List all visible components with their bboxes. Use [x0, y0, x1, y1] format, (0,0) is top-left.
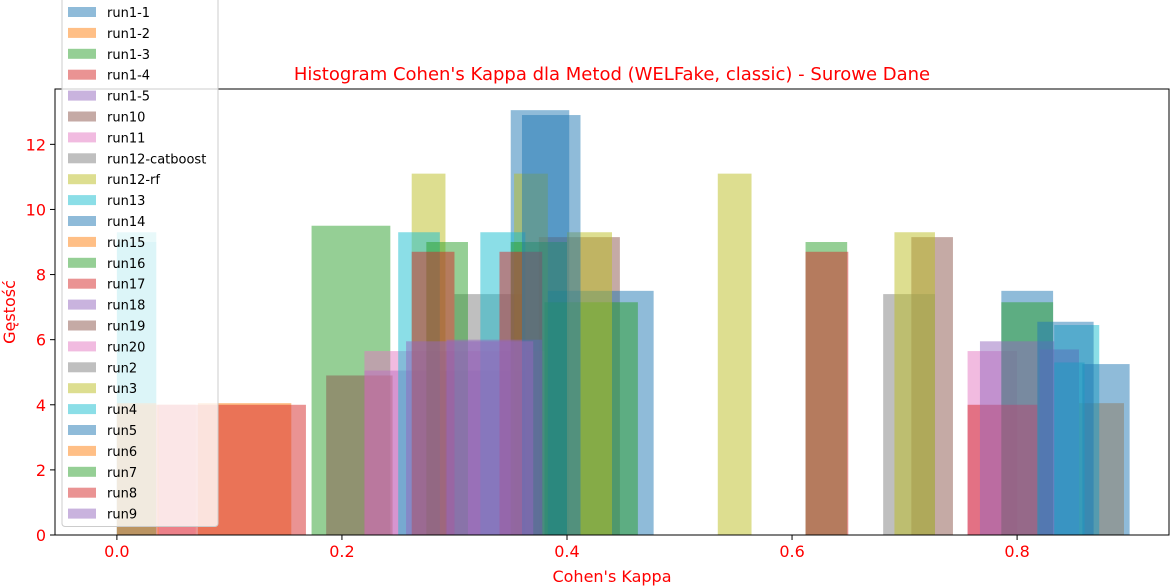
- legend-swatch-run5: [68, 425, 96, 435]
- legend-label-run13: run13: [107, 194, 145, 209]
- bar-run12-rf-3: [894, 232, 935, 535]
- y-axis-label: Gęstość: [0, 280, 19, 344]
- legend-label-run1-5: run1-5: [107, 90, 150, 105]
- legend-swatch-run18: [68, 299, 96, 310]
- legend-swatch-run12-catboost: [68, 153, 96, 164]
- legend-swatch-run16: [68, 257, 96, 268]
- legend-label-run9: run9: [107, 508, 137, 523]
- legend-label-run16: run16: [107, 257, 145, 272]
- legend-label-run10: run10: [107, 111, 145, 126]
- legend-label-run12-rf: run12-rf: [107, 173, 160, 188]
- legend-box: [61, 0, 219, 527]
- legend-label-run20: run20: [107, 340, 145, 355]
- legend-swatch-run11: [68, 132, 96, 143]
- legend-swatch-run4: [68, 404, 96, 415]
- axes-layer: 0.0 0.2 0.4 0.6 0.8 0 2 4 6 8 10 12: [26, 88, 1170, 561]
- legend-label-run4: run4: [107, 403, 137, 418]
- legend-swatch-run8: [68, 487, 96, 498]
- y-tick-label: 4: [36, 396, 46, 415]
- legend-label-run1-1: run1-1: [107, 6, 150, 21]
- y-tick-label: 6: [36, 331, 46, 350]
- legend-label-run18: run18: [107, 299, 145, 314]
- legend-swatch-run20: [68, 341, 96, 352]
- legend-swatch-run3: [68, 383, 96, 394]
- legend-label-run14: run14: [107, 215, 145, 230]
- legend-label-run15: run15: [107, 236, 145, 251]
- bar-run9-0: [406, 341, 534, 535]
- x-tick-label: 0.0: [104, 542, 129, 561]
- legend-label-run12-catboost: run12-catboost: [107, 152, 206, 167]
- bar-run12-rf-2: [717, 173, 752, 535]
- legend-label-run11: run11: [107, 131, 145, 146]
- bars-layer: [116, 110, 1130, 535]
- legend-swatch-run12-rf: [68, 174, 96, 185]
- legend-label-run17: run17: [107, 278, 145, 293]
- x-tick-label: 0.2: [329, 542, 354, 561]
- legend-label-run8: run8: [107, 487, 137, 502]
- legend: run1-1 run1-2 run1-3 run1-4 run1-5 run10 run11…: [61, 0, 219, 527]
- x-axis-label: Cohen's Kappa: [552, 567, 671, 586]
- legend-label-run1-4: run1-4: [107, 69, 150, 84]
- y-tick-label: 0: [36, 526, 46, 545]
- legend-swatch-run2: [68, 362, 96, 373]
- legend-label-run19: run19: [107, 320, 145, 335]
- legend-label-run3: run3: [107, 382, 137, 397]
- bar-run5-1: [1037, 321, 1094, 535]
- legend-swatch-run17: [68, 278, 96, 289]
- x-tick-label: 0.6: [779, 542, 804, 561]
- legend-label-run5: run5: [107, 424, 137, 439]
- legend-swatch-run10: [68, 111, 96, 122]
- legend-label-run7: run7: [107, 466, 137, 481]
- legend-swatch-run19: [68, 320, 96, 331]
- legend-swatch-run6: [68, 445, 96, 456]
- legend-swatch-run1-2: [68, 27, 96, 38]
- legend-swatch-run14: [68, 216, 96, 226]
- plot-frame: [54, 88, 1170, 536]
- chart-title: Histogram Cohen's Kappa dla Metod (WELFa…: [294, 64, 930, 85]
- y-tick-label: 10: [26, 200, 46, 219]
- x-tick-label: 0.4: [554, 542, 579, 561]
- x-tick-label: 0.8: [1004, 542, 1029, 561]
- legend-swatch-run1-3: [68, 48, 96, 59]
- bar-run17-2: [805, 251, 849, 535]
- y-tick-label: 2: [36, 461, 46, 480]
- legend-swatch-run7: [68, 466, 96, 477]
- legend-label-run1-3: run1-3: [107, 48, 150, 63]
- legend-swatch-run13: [68, 195, 96, 206]
- y-tick-label: 12: [26, 135, 46, 154]
- legend-label-run6: run6: [107, 445, 137, 460]
- legend-swatch-run1-1: [68, 7, 96, 17]
- legend-swatch-run9: [68, 508, 96, 519]
- legend-swatch-run15: [68, 236, 96, 247]
- legend-swatch-run1-4: [68, 69, 96, 80]
- y-tick-label: 8: [36, 266, 46, 285]
- legend-label-run2: run2: [107, 361, 137, 376]
- legend-label-run1-2: run1-2: [107, 27, 150, 42]
- legend-swatch-run1-5: [68, 90, 96, 101]
